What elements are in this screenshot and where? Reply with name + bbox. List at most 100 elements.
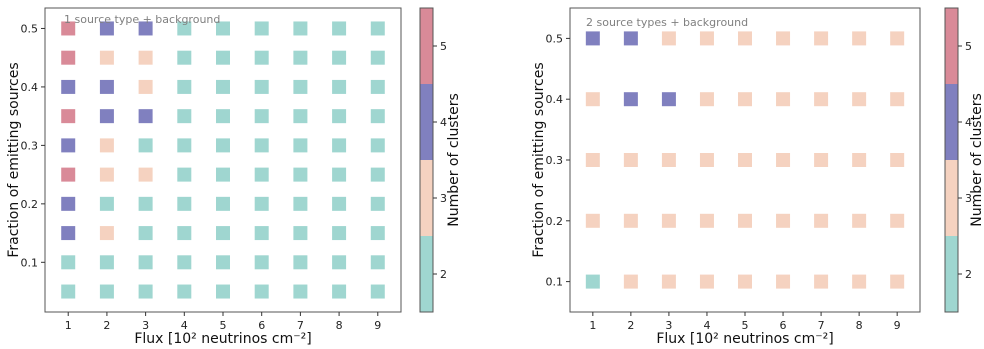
data-point xyxy=(370,167,385,182)
data-point xyxy=(699,213,714,228)
data-point xyxy=(216,255,230,270)
data-point xyxy=(370,255,385,270)
data-point xyxy=(99,284,114,299)
data-point xyxy=(177,109,192,124)
data-point xyxy=(370,226,385,241)
data-point xyxy=(852,213,867,228)
colorbar-segment xyxy=(420,160,433,236)
colorbar-segment xyxy=(945,8,958,84)
data-point xyxy=(332,109,347,124)
data-point xyxy=(585,274,600,289)
y-tick-label: 0.5 xyxy=(546,32,564,45)
data-point xyxy=(370,79,385,94)
data-point xyxy=(99,196,114,211)
colorbar-label: Number of clusters xyxy=(446,93,462,227)
x-tick-label: 7 xyxy=(297,319,304,332)
colorbar-segment xyxy=(420,84,433,160)
data-point xyxy=(254,226,269,241)
data-point xyxy=(293,109,308,124)
data-point xyxy=(138,167,153,182)
data-point xyxy=(61,79,76,94)
data-point xyxy=(177,255,192,270)
x-tick-label: 6 xyxy=(258,319,265,332)
data-point xyxy=(293,138,308,153)
data-point xyxy=(852,153,867,167)
data-point xyxy=(293,50,308,65)
colorbar-frame xyxy=(944,7,959,313)
data-point xyxy=(661,274,676,289)
data-point xyxy=(332,284,347,299)
data-point xyxy=(699,31,714,46)
right-panel: 1 2 3 4 5 6 7 8 9 0.1 0.2 0.3 0.4 0.5 Flux [10² neutri… xyxy=(531,7,984,347)
data-point xyxy=(661,213,676,228)
data-point xyxy=(852,274,867,289)
data-point xyxy=(254,255,269,270)
panel-annotation: 2 source types + background xyxy=(586,16,748,29)
data-point xyxy=(776,274,791,289)
data-point xyxy=(216,226,230,241)
data-point xyxy=(623,31,638,46)
data-point xyxy=(623,92,638,107)
data-point xyxy=(661,153,676,167)
data-point xyxy=(138,284,153,299)
data-point xyxy=(585,31,600,46)
data-point xyxy=(738,31,752,46)
data-point xyxy=(738,213,752,228)
data-point xyxy=(370,196,385,211)
data-point xyxy=(61,196,76,211)
data-point xyxy=(177,50,192,65)
colorbar-segment xyxy=(945,160,958,236)
data-point xyxy=(99,138,114,153)
data-point xyxy=(177,138,192,153)
colorbar-tick-label: 2 xyxy=(440,268,447,281)
data-point xyxy=(216,167,230,182)
colorbar-tick-label: 3 xyxy=(440,192,447,205)
data-point xyxy=(852,31,867,46)
x-tick-label: 1 xyxy=(589,319,596,332)
data-point xyxy=(623,213,638,228)
x-tick-label: 6 xyxy=(780,319,787,332)
y-tick-label: 0.1 xyxy=(21,256,39,269)
data-point xyxy=(699,274,714,289)
x-tick-label: 4 xyxy=(181,319,188,332)
data-point xyxy=(293,167,308,182)
data-point xyxy=(890,213,905,228)
data-point xyxy=(814,274,829,289)
data-point xyxy=(61,50,76,65)
x-tick-label: 3 xyxy=(665,319,672,332)
x-tick-label: 9 xyxy=(894,319,901,332)
data-point xyxy=(776,31,791,46)
y-tick-label: 0.3 xyxy=(21,139,39,152)
data-point xyxy=(293,255,308,270)
data-point xyxy=(890,153,905,167)
data-point xyxy=(138,226,153,241)
data-point xyxy=(99,109,114,124)
x-tick-label: 9 xyxy=(374,319,381,332)
y-tick-label: 0.5 xyxy=(21,22,39,35)
colorbar-tick-label: 4 xyxy=(440,116,447,129)
colorbar-segment xyxy=(945,236,958,312)
data-point xyxy=(61,284,76,299)
data-point xyxy=(293,284,308,299)
data-point xyxy=(61,138,76,153)
x-tick-label: 2 xyxy=(627,319,634,332)
data-point xyxy=(814,92,829,107)
data-point xyxy=(254,21,269,36)
y-tick-label: 0.4 xyxy=(546,93,564,106)
data-point xyxy=(776,153,791,167)
data-point xyxy=(370,50,385,65)
x-tick-label: 1 xyxy=(65,319,72,332)
data-point xyxy=(370,21,385,36)
data-point xyxy=(623,274,638,289)
data-point xyxy=(216,21,230,36)
data-point xyxy=(138,79,153,94)
data-point xyxy=(661,31,676,46)
data-point xyxy=(254,284,269,299)
data-point xyxy=(254,167,269,182)
data-point xyxy=(61,109,76,124)
data-point xyxy=(332,226,347,241)
data-point xyxy=(890,92,905,107)
y-tick-label: 0.1 xyxy=(546,276,564,289)
